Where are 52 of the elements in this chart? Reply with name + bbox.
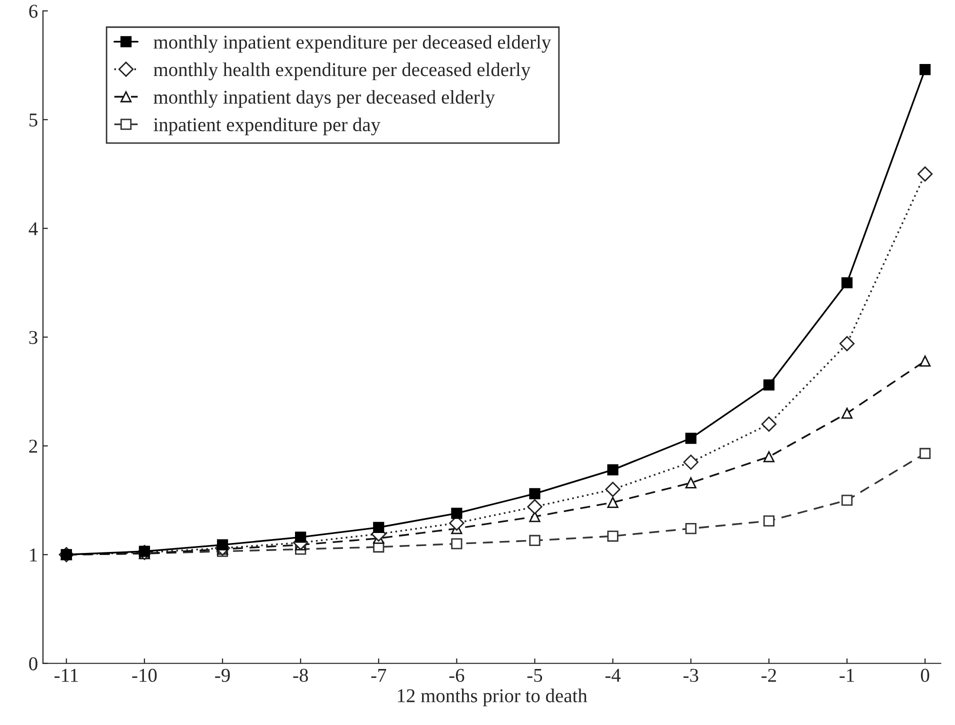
point [920, 355, 931, 367]
y-tick-label: 2 [29, 440, 38, 453]
y-tick-label: 0 [29, 657, 38, 670]
point [920, 64, 931, 76]
point [685, 477, 696, 488]
point [685, 432, 696, 444]
y-tick-label: 6 [29, 4, 38, 18]
x-tick-label: -9 [215, 668, 230, 682]
point [763, 451, 774, 462]
legend-label: monthly health expenditure per deceased elderly [154, 62, 531, 80]
point [451, 538, 462, 550]
x-tick-label: -4 [605, 668, 621, 682]
point [763, 515, 774, 526]
point [529, 534, 540, 546]
x-tick-label: -11 [54, 668, 78, 682]
point [839, 336, 855, 352]
x-tick-label: -6 [449, 668, 464, 682]
x-tick-label: -1 [840, 668, 854, 682]
point [841, 277, 853, 288]
point [451, 508, 462, 519]
x-tick-label: -7 [371, 668, 386, 682]
point [295, 532, 306, 543]
point [920, 448, 931, 460]
x-tick-label: -8 [293, 668, 308, 682]
y-tick-label: 5 [30, 114, 38, 127]
legend-label: inpatient expenditure per day [154, 118, 380, 136]
y-tick-label: 3 [29, 330, 38, 344]
point [841, 408, 853, 419]
point [685, 522, 696, 534]
point [216, 539, 228, 550]
y-tick-label: 1 [30, 548, 37, 562]
point [763, 379, 774, 391]
point [761, 416, 777, 432]
x-axis-title: 12 months prior to death [398, 688, 588, 706]
x-tick-label: 0 [920, 668, 930, 682]
point [607, 530, 618, 542]
point [607, 496, 618, 508]
legend-label: monthly inpatient days per deceased elderly [154, 90, 495, 108]
x-tick-label: -10 [132, 668, 157, 682]
point [841, 494, 853, 506]
point [917, 166, 933, 182]
x-tick-label: -5 [527, 668, 542, 682]
point [373, 522, 384, 533]
point [683, 454, 698, 470]
point [605, 482, 620, 497]
point [527, 499, 542, 514]
y-tick-label: 4 [28, 222, 38, 236]
point [529, 488, 540, 500]
x-tick-label: -2 [762, 668, 776, 682]
point [607, 464, 618, 476]
x-tick-label: -3 [684, 668, 698, 682]
legend-label: monthly inpatient expenditure per deceased elderly [154, 35, 552, 53]
